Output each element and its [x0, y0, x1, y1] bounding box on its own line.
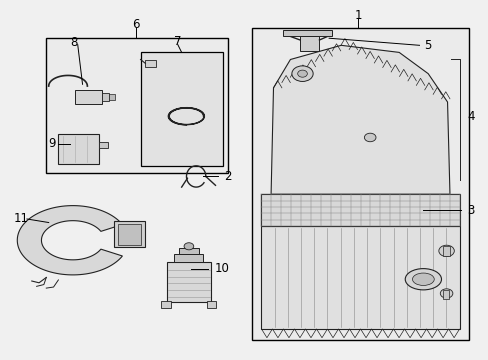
Bar [102, 93, 109, 100]
Circle shape [297, 70, 307, 77]
Text: 1: 1 [354, 9, 361, 22]
Circle shape [439, 289, 452, 298]
Circle shape [364, 133, 375, 142]
Text: 5: 5 [424, 39, 431, 52]
Ellipse shape [405, 269, 441, 290]
Text: 10: 10 [214, 262, 229, 275]
Bar [179, 248, 198, 255]
Bar [46, 38, 227, 173]
Text: 9: 9 [48, 138, 56, 150]
Text: 4: 4 [466, 110, 473, 123]
Text: 3: 3 [466, 204, 473, 217]
Bar [114, 221, 145, 247]
Bar [109, 94, 115, 100]
Circle shape [291, 66, 312, 81]
Bar [145, 60, 156, 67]
Text: 8: 8 [70, 36, 78, 49]
Bar [251, 28, 468, 339]
Polygon shape [270, 45, 449, 194]
Ellipse shape [412, 273, 433, 285]
Bar [75, 90, 102, 104]
Text: 11: 11 [14, 212, 29, 225]
Circle shape [438, 245, 453, 257]
Text: 7: 7 [174, 35, 181, 48]
Bar [300, 36, 319, 51]
Polygon shape [17, 206, 122, 275]
Bar [118, 224, 141, 244]
Bar [442, 290, 448, 299]
Bar [99, 142, 108, 148]
Bar [174, 255, 203, 261]
Bar [140, 53, 223, 166]
Bar [206, 301, 216, 307]
Text: 6: 6 [132, 18, 139, 31]
Bar [58, 134, 99, 164]
Bar [442, 246, 449, 256]
Bar [161, 301, 171, 307]
Circle shape [183, 243, 193, 250]
Bar [261, 226, 459, 329]
Bar [261, 194, 459, 226]
Text: 2: 2 [224, 170, 231, 183]
Bar [167, 261, 210, 302]
Bar [283, 30, 331, 36]
